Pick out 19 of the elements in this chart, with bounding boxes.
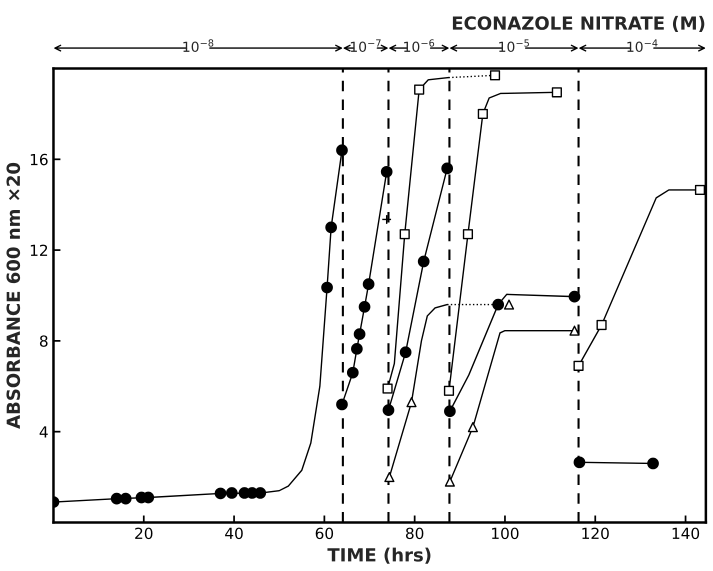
y-tick-label: 4 <box>40 426 48 438</box>
x-tick-label: 20 <box>135 528 152 540</box>
x-tick-label: 120 <box>582 528 609 540</box>
x-tick-label: 40 <box>225 528 243 540</box>
chart-title: ECONAZOLE NITRATE (M) <box>452 16 704 32</box>
x-tick-label: 80 <box>406 528 424 540</box>
x-tick-label: 100 <box>492 528 519 540</box>
x-axis-title: TIME (hrs) <box>327 548 430 564</box>
y-tick-label: 12 <box>30 244 48 256</box>
x-tick-label: 60 <box>316 528 334 540</box>
text: 10$^{−5}$ <box>499 39 529 52</box>
text: 10$^{−4}$ <box>627 39 658 52</box>
text: 10$^{−6}$ <box>404 39 434 52</box>
x-tick-label: 140 <box>672 528 700 540</box>
y-tick-label: 16 <box>30 154 48 166</box>
y-tick-label: 8 <box>40 335 48 347</box>
text: 10$^{−8}$ <box>183 39 214 52</box>
text: 10$^{−7}$ <box>350 39 381 52</box>
y-axis-title: ABSORBANCE 600 nm ×20 <box>6 162 20 429</box>
